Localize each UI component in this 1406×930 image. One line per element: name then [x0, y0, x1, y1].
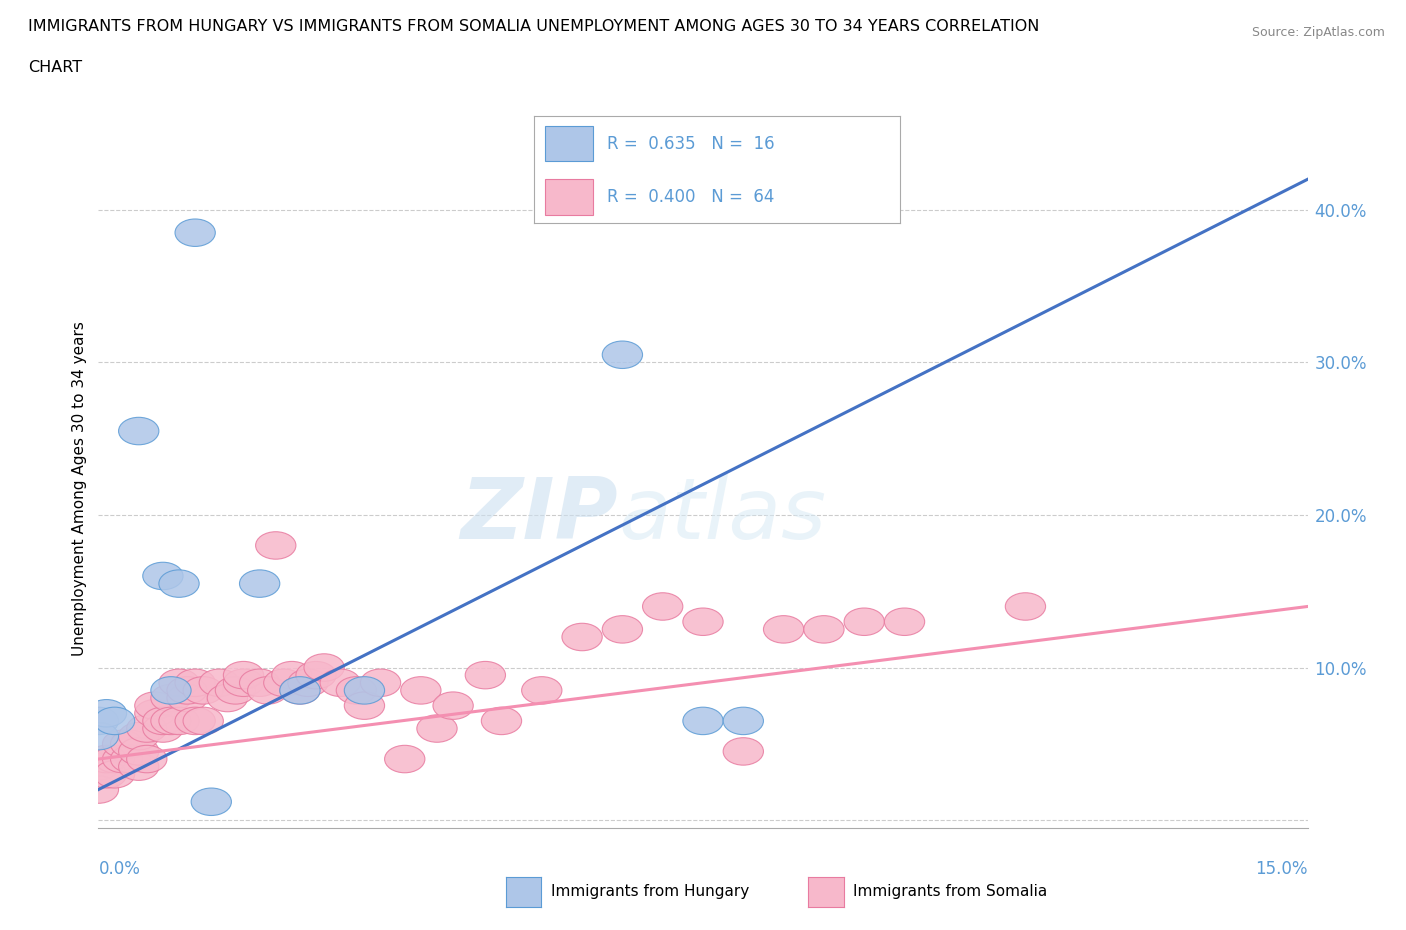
Ellipse shape [118, 723, 159, 750]
Ellipse shape [416, 715, 457, 742]
Ellipse shape [602, 616, 643, 644]
Ellipse shape [207, 684, 247, 711]
Ellipse shape [159, 570, 200, 597]
Ellipse shape [295, 661, 336, 689]
Text: Immigrants from Somalia: Immigrants from Somalia [853, 884, 1047, 899]
Ellipse shape [111, 745, 150, 773]
Ellipse shape [174, 707, 215, 735]
Ellipse shape [150, 677, 191, 704]
Text: ZIP: ZIP [461, 474, 619, 557]
Ellipse shape [135, 692, 174, 720]
Ellipse shape [239, 669, 280, 697]
Ellipse shape [200, 669, 239, 697]
Ellipse shape [143, 715, 183, 742]
Bar [546, 126, 593, 161]
Text: CHART: CHART [28, 60, 82, 75]
Ellipse shape [143, 563, 183, 590]
Ellipse shape [150, 684, 191, 711]
Ellipse shape [256, 532, 295, 559]
Ellipse shape [683, 608, 723, 635]
Ellipse shape [94, 745, 135, 773]
Ellipse shape [288, 669, 328, 697]
Ellipse shape [143, 707, 183, 735]
Ellipse shape [174, 219, 215, 246]
Ellipse shape [433, 692, 474, 720]
Ellipse shape [763, 616, 804, 644]
Ellipse shape [79, 753, 118, 780]
Ellipse shape [385, 745, 425, 773]
Ellipse shape [103, 730, 143, 758]
Ellipse shape [127, 715, 167, 742]
Ellipse shape [86, 745, 127, 773]
Ellipse shape [224, 661, 264, 689]
Ellipse shape [344, 677, 385, 704]
Ellipse shape [264, 669, 304, 697]
Ellipse shape [167, 677, 207, 704]
Ellipse shape [79, 776, 118, 804]
Text: 0.0%: 0.0% [98, 860, 141, 878]
Ellipse shape [344, 692, 385, 720]
Ellipse shape [1005, 592, 1046, 620]
Ellipse shape [304, 654, 344, 682]
Ellipse shape [280, 677, 321, 704]
Ellipse shape [481, 707, 522, 735]
Ellipse shape [602, 341, 643, 368]
Ellipse shape [401, 677, 441, 704]
Ellipse shape [118, 737, 159, 765]
Ellipse shape [215, 677, 256, 704]
Ellipse shape [247, 677, 288, 704]
Text: atlas: atlas [619, 474, 827, 557]
Ellipse shape [86, 761, 127, 788]
Ellipse shape [844, 608, 884, 635]
Ellipse shape [127, 745, 167, 773]
Text: IMMIGRANTS FROM HUNGARY VS IMMIGRANTS FROM SOMALIA UNEMPLOYMENT AMONG AGES 30 TO: IMMIGRANTS FROM HUNGARY VS IMMIGRANTS FR… [28, 19, 1039, 33]
Text: R =  0.400   N =  64: R = 0.400 N = 64 [607, 188, 775, 206]
Ellipse shape [522, 677, 562, 704]
Ellipse shape [135, 699, 174, 727]
Ellipse shape [239, 570, 280, 597]
Ellipse shape [94, 707, 135, 735]
Text: Immigrants from Hungary: Immigrants from Hungary [551, 884, 749, 899]
Text: 15.0%: 15.0% [1256, 860, 1308, 878]
Y-axis label: Unemployment Among Ages 30 to 34 years: Unemployment Among Ages 30 to 34 years [72, 321, 87, 656]
Ellipse shape [118, 418, 159, 445]
Ellipse shape [174, 669, 215, 697]
Ellipse shape [111, 730, 150, 758]
Ellipse shape [723, 737, 763, 765]
Bar [546, 179, 593, 215]
Ellipse shape [167, 684, 207, 711]
Ellipse shape [465, 661, 506, 689]
Ellipse shape [884, 608, 925, 635]
Ellipse shape [183, 677, 224, 704]
Ellipse shape [280, 677, 321, 704]
Ellipse shape [224, 669, 264, 697]
Ellipse shape [86, 699, 127, 727]
Ellipse shape [79, 723, 118, 750]
Text: R =  0.635   N =  16: R = 0.635 N = 16 [607, 135, 775, 153]
Ellipse shape [360, 669, 401, 697]
Ellipse shape [336, 677, 377, 704]
Ellipse shape [183, 707, 224, 735]
Ellipse shape [118, 753, 159, 780]
Ellipse shape [79, 707, 118, 735]
Ellipse shape [191, 788, 232, 816]
Ellipse shape [321, 669, 360, 697]
Ellipse shape [94, 761, 135, 788]
Ellipse shape [804, 616, 844, 644]
Ellipse shape [159, 707, 200, 735]
Ellipse shape [562, 623, 602, 651]
Ellipse shape [643, 592, 683, 620]
Ellipse shape [150, 707, 191, 735]
Text: Source: ZipAtlas.com: Source: ZipAtlas.com [1251, 26, 1385, 39]
Ellipse shape [103, 745, 143, 773]
Ellipse shape [271, 661, 312, 689]
Ellipse shape [723, 707, 763, 735]
Ellipse shape [683, 707, 723, 735]
Ellipse shape [159, 669, 200, 697]
